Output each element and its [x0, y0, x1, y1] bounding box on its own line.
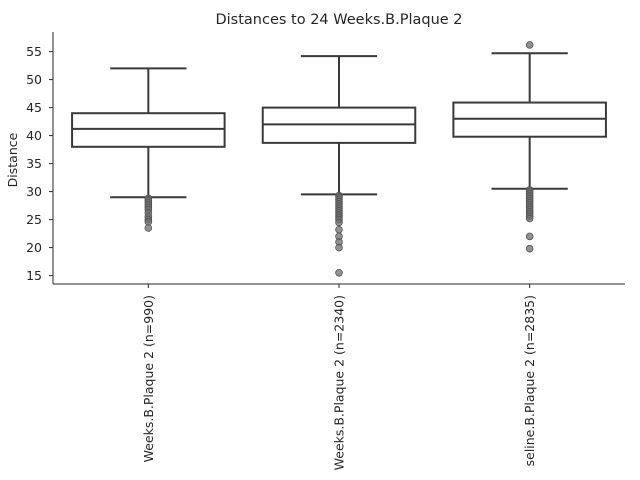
outlier-point — [525, 244, 534, 253]
outlier-point — [335, 243, 343, 252]
y-tick-label: 30 — [26, 184, 42, 199]
box-series — [71, 41, 607, 277]
x-tick-label: seline.B.Plaque 2 (n=2835) — [522, 295, 537, 466]
y-tick-label: 35 — [26, 156, 42, 171]
y-tick-label: 40 — [26, 128, 42, 143]
y-axis-ticks: 15 20 25 30 35 40 45 50 55 — [26, 44, 53, 283]
y-tick-label: 45 — [26, 100, 42, 115]
outlier-point — [335, 225, 343, 234]
outlier-point — [525, 232, 534, 241]
outlier-point — [144, 224, 153, 232]
outlier-point — [525, 214, 534, 223]
y-tick-label: 55 — [26, 44, 42, 59]
x-tick-label: Weeks.B.Plaque 2 (n=990) — [141, 295, 156, 462]
x-axis-ticks: Weeks.B.Plaque 2 (n=990) Weeks.B.Plaque 2… — [141, 284, 537, 470]
box-iqr — [71, 112, 226, 148]
x-tick-label: Weeks.B.Plaque 2 (n=2340) — [332, 295, 347, 470]
chart-title: Distances to 24 Weeks.B.Plaque 2 — [215, 12, 462, 28]
outlier-point — [525, 41, 534, 49]
y-tick-label: 15 — [26, 268, 42, 283]
y-tick-label: 25 — [26, 212, 42, 227]
y-tick-label: 20 — [26, 240, 42, 255]
box-group — [452, 41, 607, 253]
y-axis-label: Distance — [5, 132, 20, 187]
outlier-point — [335, 218, 343, 227]
box-group — [71, 67, 226, 232]
y-tick-label: 50 — [26, 72, 42, 87]
outlier-point — [335, 268, 343, 277]
box-group — [261, 55, 417, 277]
